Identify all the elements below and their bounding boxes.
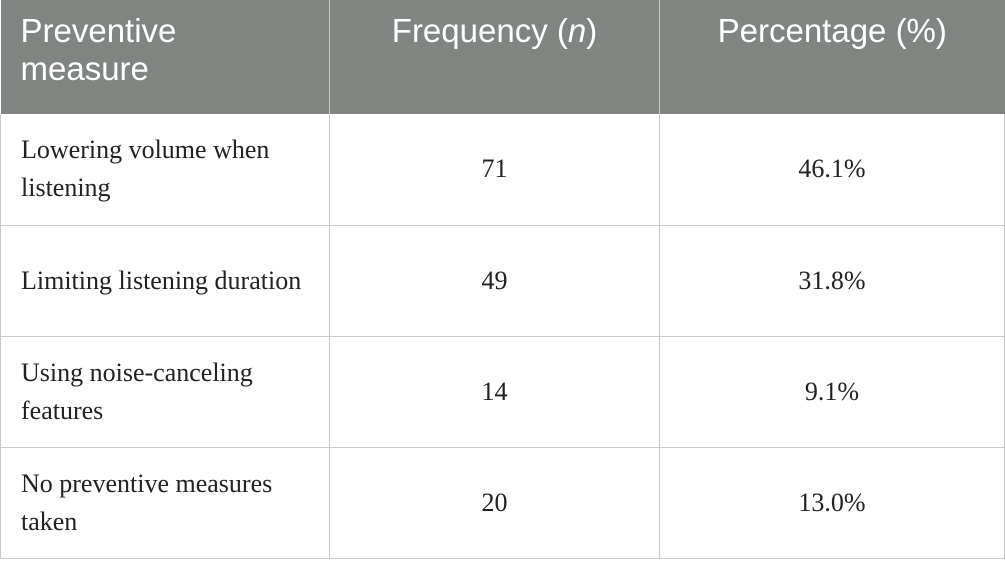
cell-percentage: 31.8% xyxy=(659,224,1005,337)
cell-frequency: 49 xyxy=(329,224,660,337)
header-frequency-prefix: Frequency ( xyxy=(391,12,568,49)
table-row: No preventive measures taken 20 13.0% xyxy=(0,446,1005,559)
header-preventive-measure: Preventive measure xyxy=(0,0,330,114)
cell-measure: Limiting listening duration xyxy=(0,224,330,337)
cell-percentage: 9.1% xyxy=(659,335,1005,448)
header-frequency-n: n xyxy=(567,12,587,49)
header-percentage: Percentage (%) xyxy=(659,0,1005,114)
header-frequency-suffix: ) xyxy=(586,12,598,49)
table-body: Lowering volume when listening 71 46.1% … xyxy=(0,114,1005,559)
cell-measure: Using noise-canceling features xyxy=(0,335,330,448)
header-frequency: Frequency (n) xyxy=(329,0,660,114)
table-row: Limiting listening duration 49 31.8% xyxy=(0,224,1005,337)
header-row: Preventive measure Frequency (n) Percent… xyxy=(0,0,1005,114)
cell-measure: No preventive measures taken xyxy=(0,446,330,559)
cell-percentage: 46.1% xyxy=(659,114,1005,226)
cell-measure: Lowering volume when listening xyxy=(0,114,330,226)
cell-frequency: 14 xyxy=(329,335,660,448)
cell-frequency: 20 xyxy=(329,446,660,559)
cell-percentage: 13.0% xyxy=(659,446,1005,559)
cell-frequency: 71 xyxy=(329,114,660,226)
table-row: Lowering volume when listening 71 46.1% xyxy=(0,114,1005,226)
table-header: Preventive measure Frequency (n) Percent… xyxy=(0,0,1005,114)
table-row: Using noise-canceling features 14 9.1% xyxy=(0,335,1005,448)
table-container: Preventive measure Frequency (n) Percent… xyxy=(0,0,1005,559)
preventive-measures-table: Preventive measure Frequency (n) Percent… xyxy=(0,0,1005,559)
